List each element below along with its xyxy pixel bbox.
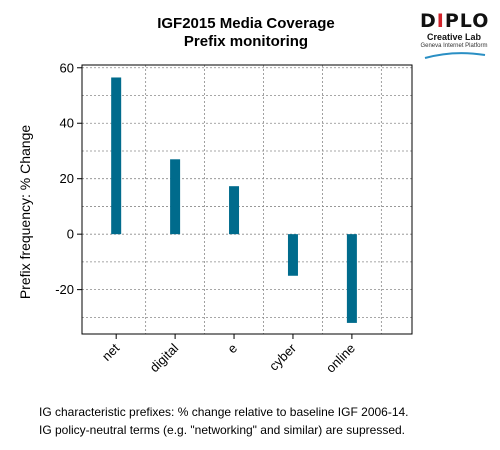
chart-title: IGF2015 Media Coverage [157,15,335,32]
bars [111,77,357,323]
logo-brand-prefix: D [420,10,437,32]
y-tick-label: 0 [67,227,74,242]
bar-digital [170,159,181,235]
x-axis-ticks: net digital e cyber online [99,334,358,376]
logo-brand-accent: I [436,10,445,32]
y-tick-label: 40 [60,116,74,131]
x-tick-label-e: e [224,341,240,357]
x-tick-label-cyber: cyber [266,340,300,374]
y-tick-label: 20 [60,171,74,186]
bar-e [229,186,240,235]
bar-online [346,234,357,323]
logo-brand-suffix: PLO [444,10,490,32]
x-tick-label-digital: digital [147,340,182,375]
chart-notes: IG characteristic prefixes: % change rel… [39,403,409,439]
logo-swoosh-icon [424,52,486,59]
y-axis-label: Prefix frequency: % Change [17,125,33,300]
plot-frame [81,64,413,335]
grid-lines [82,65,412,334]
logo-platform: Geneva Internet Platform [420,43,488,49]
chart-subtitle: Prefix monitoring [184,33,308,50]
diplo-logo: DIPLO Creative Lab Geneva Internet Platf… [420,11,488,63]
x-tick-label-online: online [323,341,358,376]
chart: IGF2015 Media Coverage Prefix monitoring… [17,15,413,376]
logo-lab: Creative Lab [426,32,482,42]
bar-cyber [287,234,298,276]
y-tick-label: 60 [60,60,74,75]
x-tick-label-net: net [99,340,123,364]
note-line-2: IG policy-neutral terms (e.g. "networkin… [39,423,405,437]
y-axis-ticks: 60 40 20 0 -20 [55,60,82,297]
bar-net [111,77,122,235]
note-line-1: IG characteristic prefixes: % change rel… [39,405,409,419]
logo-brand: DIPLO [420,11,488,31]
y-tick-label: -20 [55,282,74,297]
